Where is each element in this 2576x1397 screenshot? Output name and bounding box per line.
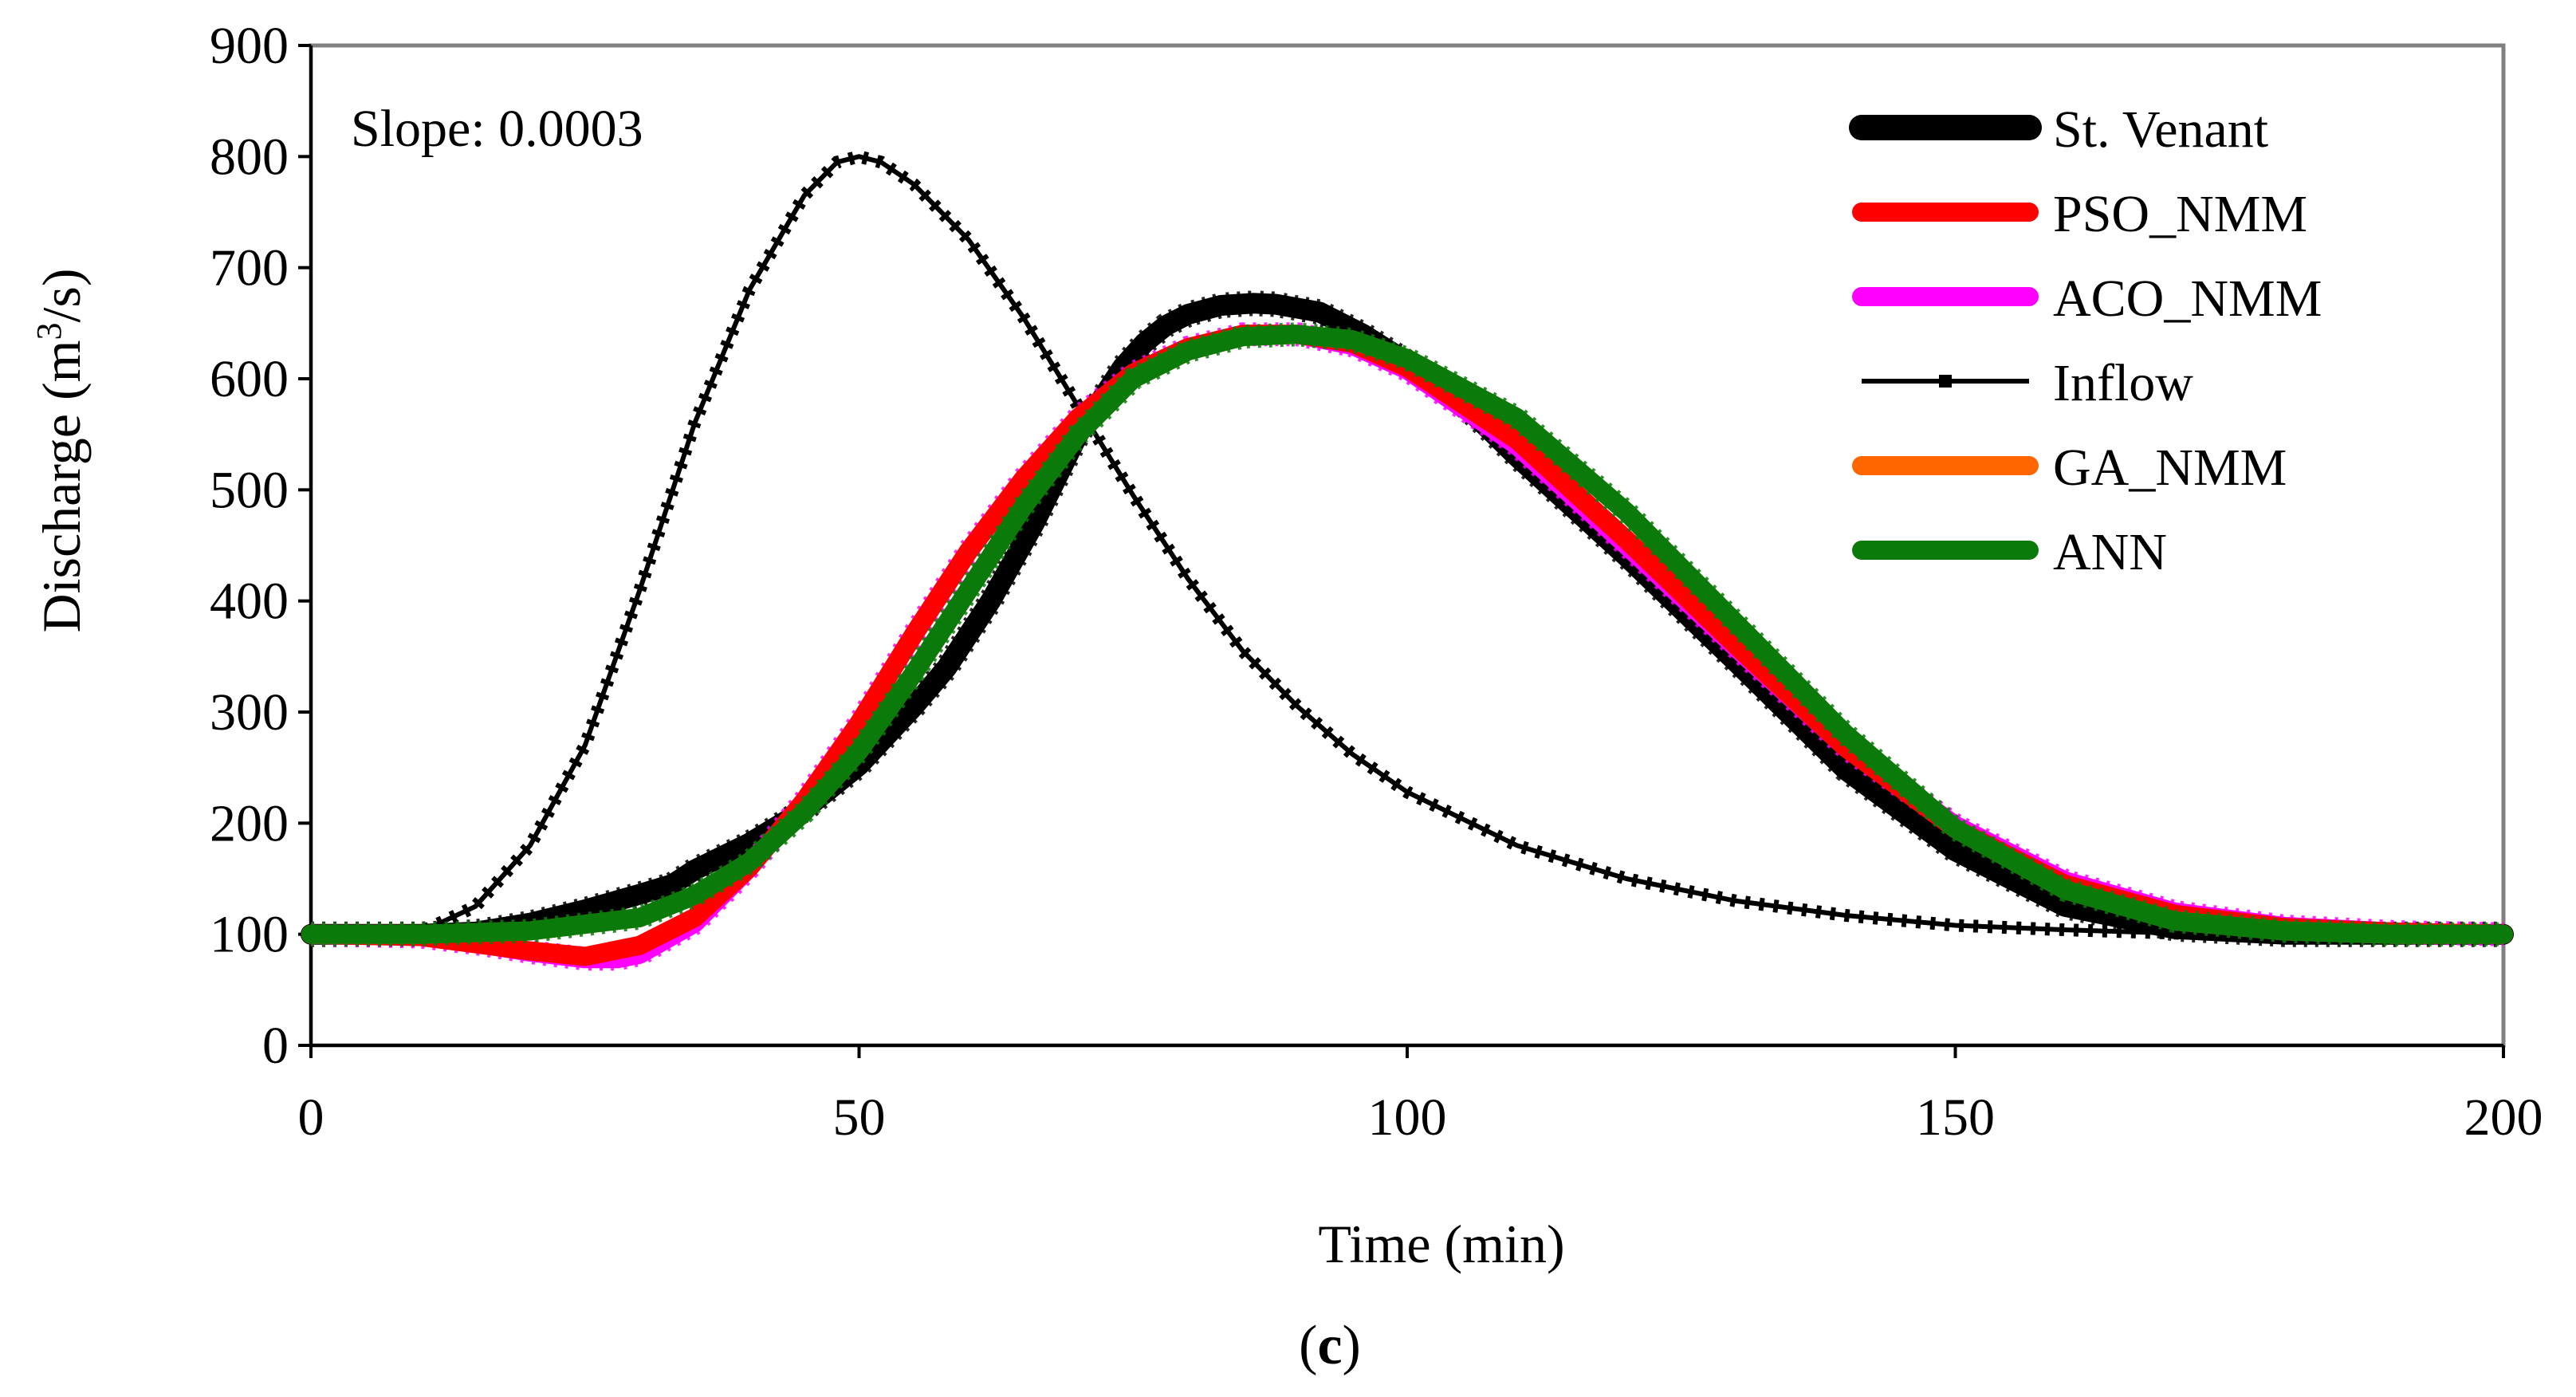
x-tick-label: 0	[298, 1088, 324, 1147]
legend-marker-inflow	[1939, 375, 1952, 388]
y-tick-label: 200	[210, 794, 289, 852]
x-tick-label: 200	[2464, 1088, 2543, 1147]
x-tick-label: 50	[833, 1088, 886, 1147]
x-axis: 0 50 100 150 200	[298, 1044, 2543, 1147]
y-tick-label: 700	[210, 239, 289, 297]
y-tick-label: 100	[210, 906, 289, 964]
legend-label-ga-nmm: GA_NMM	[2053, 439, 2287, 497]
y-axis: 0 100 200 300 400 500 600 700 800 900	[210, 17, 313, 1075]
y-tick-label: 900	[210, 17, 289, 75]
y-axis-title-superscript: 3	[29, 323, 69, 340]
y-axis-title: Discharge (m3/s)	[29, 269, 92, 633]
y-tick-label: 600	[210, 350, 289, 408]
slope-annotation: Slope: 0.0003	[351, 100, 643, 158]
legend-label-pso-nmm: PSO_NMM	[2053, 185, 2307, 243]
legend-label-inflow: Inflow	[2053, 354, 2193, 412]
y-tick-label: 0	[262, 1017, 289, 1075]
x-tick-label: 150	[1916, 1088, 1995, 1147]
legend-label-aco-nmm: ACO_NMM	[2053, 270, 2322, 328]
x-tick-label: 100	[1368, 1088, 1447, 1147]
figure-caption: (c)	[1299, 1315, 1361, 1376]
legend-label-st-venant: St. Venant	[2053, 100, 2268, 159]
x-axis-title: Time (min)	[1318, 1214, 1564, 1274]
series-line-inflow	[311, 154, 2503, 937]
y-tick-label: 400	[210, 573, 289, 631]
legend-label-ann: ANN	[2053, 523, 2167, 581]
series-markers-ann	[311, 322, 2503, 946]
y-tick-label: 300	[210, 683, 289, 742]
y-tick-label: 800	[210, 128, 289, 186]
series-layer	[301, 150, 2514, 971]
legend: St. Venant PSO_NMM ACO_NMM Inflow GA_NMM ANN	[1849, 100, 2322, 581]
y-tick-label: 500	[210, 461, 289, 519]
